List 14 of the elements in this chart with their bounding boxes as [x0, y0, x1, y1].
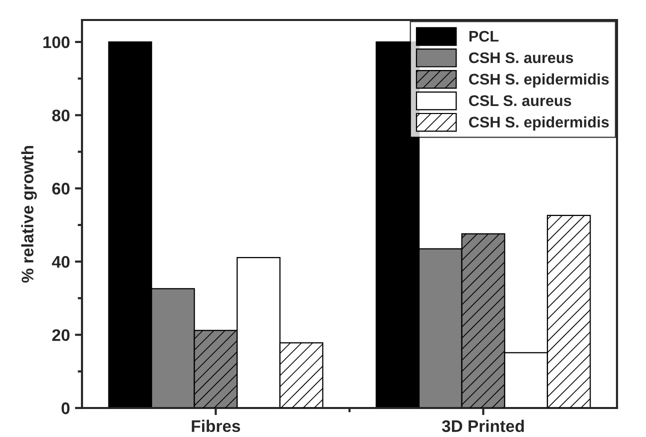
legend-label: CSH S. epidermidis — [469, 116, 609, 131]
x-tick-label: Fibres — [192, 420, 240, 432]
y-axis-title: % relative growth — [21, 146, 37, 283]
y-tick-label: 60 — [52, 182, 70, 195]
y-tick-label: 0 — [62, 402, 70, 414]
legend-label: CSH S. aureus — [469, 52, 574, 64]
y-tick-label: 100 — [43, 36, 70, 48]
y-tick-label: 40 — [52, 256, 70, 268]
legend-label: PCL — [469, 30, 499, 42]
x-tick-label: 3D Printed — [442, 420, 524, 432]
legend-label: CSL S. aureus — [469, 95, 572, 106]
y-tick-label: 80 — [52, 110, 70, 122]
y-tick-label: 20 — [52, 329, 70, 341]
legend-label: CSH S. epidermidis — [469, 73, 609, 88]
